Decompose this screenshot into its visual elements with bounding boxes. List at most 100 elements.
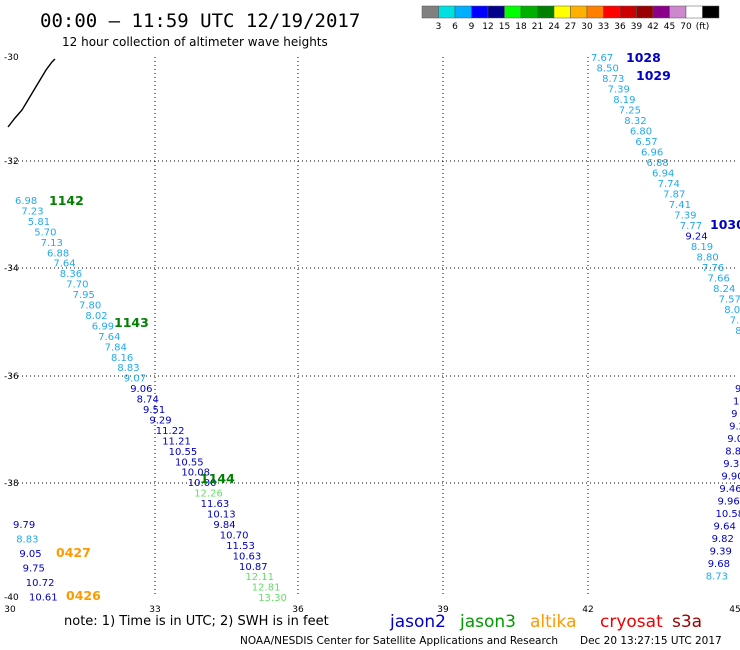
pass-label: 1144 <box>200 471 235 486</box>
lon-tick-label: 42 <box>582 605 593 615</box>
color-swatch <box>570 5 588 19</box>
wave-height-value: 9.96 <box>717 497 739 508</box>
wave-height-value: 6.94 <box>652 169 674 180</box>
wave-height-value: 11.63 <box>201 499 230 510</box>
wave-height-value: 7.39 <box>608 85 630 96</box>
pass-label: 1143 <box>114 315 149 330</box>
color-scale-label: 27 <box>565 22 576 32</box>
lat-tick-label: -36 <box>4 372 19 382</box>
wave-height-value: 8.08 <box>724 305 740 316</box>
wave-height-value: 12.26 <box>194 489 223 500</box>
wave-height-value: 7.41 <box>669 200 691 211</box>
pass-label: 1028 <box>626 50 661 65</box>
wave-height-value: 8.73 <box>602 74 624 85</box>
wave-height-value: 8.19 <box>691 242 713 253</box>
color-swatch <box>471 5 489 19</box>
axis-tick-labels: 30 33 36 39 42 45 -30 -32 -34 -36 -38 -40 <box>4 53 740 615</box>
wave-height-value: 10.63 <box>233 551 262 562</box>
pass-label: 0426 <box>66 588 101 603</box>
wave-height-value: 9.82 <box>712 534 734 545</box>
wave-height-value: 7.13 <box>41 238 63 249</box>
lat-tick-label: -38 <box>4 479 19 489</box>
wave-height-value: 5.70 <box>34 227 56 238</box>
wave-height-value: 6.96 <box>641 148 663 159</box>
wave-height-value: 8.16 <box>111 353 133 364</box>
wave-height-value: 10.58 <box>716 509 740 520</box>
lat-tick-label: -30 <box>4 53 19 63</box>
wave-height-value: 10 <box>733 397 740 408</box>
wave-height-value: 9.68 <box>708 559 730 570</box>
wave-height-value: 9 <box>731 409 737 420</box>
wave-height-value: 8.1 <box>735 326 740 337</box>
wave-height-value: 9.29 <box>149 415 171 426</box>
wave-height-value: 10.55 <box>169 447 198 458</box>
map-subtitle: 12 hour collection of altimeter wave hei… <box>62 35 328 49</box>
wave-height-value: 7.57 <box>719 295 740 306</box>
wave-height-value: 7.85 <box>730 316 740 327</box>
color-swatch <box>685 5 703 19</box>
wave-height-value: 6.80 <box>630 127 652 138</box>
color-scale-label: 12 <box>482 22 493 32</box>
color-scale-label: 42 <box>647 22 658 32</box>
wave-height-value: 7.39 <box>674 211 696 222</box>
wave-height-value: 10.70 <box>220 530 249 541</box>
wave-height-value: 9.2 <box>729 422 740 433</box>
wave-height-value: 9 <box>735 384 740 395</box>
color-scale-label: 15 <box>499 22 510 32</box>
wave-height-value: 12.81 <box>252 583 281 594</box>
satellite-legend-item: jason2 <box>389 612 446 632</box>
wave-height-value: 8.32 <box>624 116 646 127</box>
color-scale-label: (ft) <box>696 22 710 32</box>
color-scale-label: 36 <box>614 22 626 32</box>
wave-height-value: 10.08 <box>181 468 210 479</box>
wave-height-value: 6.98 <box>15 196 37 207</box>
wave-height-value: 9.64 <box>714 522 736 533</box>
wave-height-value: 6.99 <box>92 321 114 332</box>
wave-height-value: 10.87 <box>239 562 268 573</box>
color-swatch <box>603 5 621 19</box>
lat-lon-grid <box>10 57 735 597</box>
color-swatch <box>438 5 456 19</box>
wave-height-value: 8.74 <box>137 395 159 406</box>
wave-height-value: 10.13 <box>207 510 236 521</box>
color-scale-legend: 3 6 9 12 15 18 21 24 27 30 33 36 39 42 45 70 (ft) <box>421 5 720 32</box>
color-swatch <box>454 5 472 19</box>
wave-height-value: 9.39 <box>710 547 732 558</box>
wave-height-value: 8.83 <box>117 363 139 374</box>
wave-height-value: 6.88 <box>47 248 69 259</box>
wave-height-value: 11.53 <box>226 541 255 552</box>
wave-height-value: 7.80 <box>79 301 101 312</box>
wave-height-value: 9.75 <box>23 564 45 575</box>
wave-height-value: 10.55 <box>175 457 204 468</box>
wave-height-value: 7.25 <box>619 106 641 117</box>
footer-timestamp: Dec 20 13:27:15 UTC 2017 <box>580 635 722 647</box>
wave-height-value: 8.50 <box>597 64 619 75</box>
footer-note: note: 1) Time is in UTC; 2) SWH is in fe… <box>64 614 329 629</box>
color-scale-label: 45 <box>664 22 675 32</box>
wave-height-value: 9.31 <box>723 459 740 470</box>
wave-height-value: 7.95 <box>73 290 95 301</box>
pass-label: 1030 <box>710 217 740 232</box>
satellite-legend-item: jason3 <box>459 612 516 632</box>
pass-labels: 1028 1029 1030 1142 1143 1144 0427 0426 <box>49 50 740 603</box>
wave-height-value: 9.84 <box>213 520 235 531</box>
color-swatch <box>702 5 720 19</box>
wave-height-value: 7.64 <box>53 259 75 270</box>
lat-tick-label: -34 <box>4 264 19 274</box>
pass-label: 1142 <box>49 193 84 208</box>
color-scale-label: 24 <box>548 22 560 32</box>
wave-height-value: 7.74 <box>658 179 680 190</box>
wave-height-tracks: 6.987.235.815.707.136.887.648.367.707.95… <box>13 53 740 604</box>
color-swatch <box>504 5 522 19</box>
wave-height-value: 7.76 <box>702 263 724 274</box>
wave-height-value: 9.51 <box>143 405 165 416</box>
color-scale-label: 39 <box>631 22 643 32</box>
wave-height-value: 7.70 <box>66 280 88 291</box>
wave-height-value: 9.46 <box>719 484 740 495</box>
wave-height-value: 9.24 <box>685 232 707 243</box>
map-footer: note: 1) Time is in UTC; 2) SWH is in fe… <box>64 612 722 647</box>
lon-tick-label: 33 <box>149 605 160 615</box>
color-swatch <box>487 5 505 19</box>
wave-height-value: 13.30 <box>258 593 287 604</box>
